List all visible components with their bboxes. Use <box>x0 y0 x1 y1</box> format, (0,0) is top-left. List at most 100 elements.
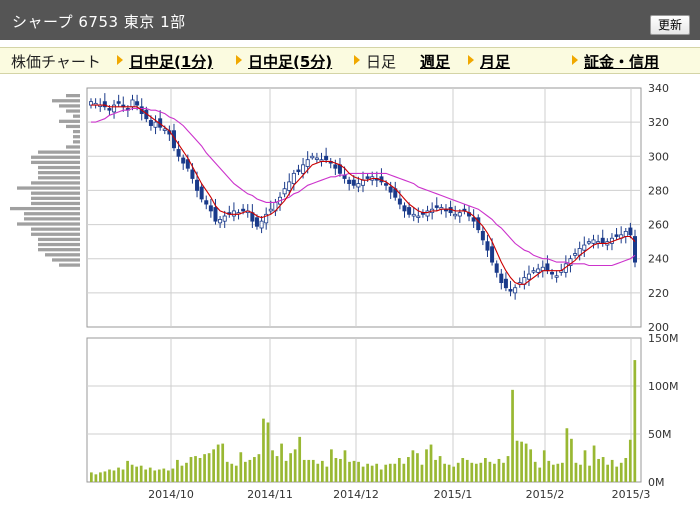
volume-y-tick-label: 150M <box>648 332 679 345</box>
x-axis: 2014/10 2014/11 2014/12 2015/1 2015/2 2015/3 <box>148 488 650 501</box>
volume-profile-bar <box>73 114 80 118</box>
volume-profile-bar <box>66 124 80 129</box>
nav-daily[interactable]: 日足 <box>354 51 396 72</box>
volume-bar <box>194 456 197 482</box>
candle-body <box>365 176 370 179</box>
volume-bar <box>384 464 388 482</box>
candle-body <box>222 215 227 222</box>
volume-bar <box>606 464 610 482</box>
candle-body <box>218 219 223 224</box>
volume-bar <box>112 470 116 482</box>
volume-bar <box>153 470 157 482</box>
volume-bar <box>311 459 315 482</box>
volume-bar <box>592 445 596 482</box>
volume-bar <box>293 449 297 482</box>
candle-body <box>204 200 209 205</box>
volume-bar <box>103 471 107 482</box>
candle-body <box>402 205 407 212</box>
x-tick-label: 2015/2 <box>526 488 565 501</box>
volume-bar <box>357 461 360 482</box>
volume-bar <box>624 458 628 482</box>
volume-bar <box>239 452 243 482</box>
volume-bar <box>257 454 261 482</box>
volume-bar <box>316 463 320 482</box>
nav-weekly[interactable]: 週足 <box>420 53 451 71</box>
candle-body <box>531 270 536 273</box>
nav-intraday-1min[interactable]: 日中足(1分) <box>117 51 213 72</box>
volume-profile-bar <box>66 94 80 98</box>
volume-profile-bar <box>52 258 80 262</box>
volume-bar <box>416 453 419 482</box>
nav-intraday-5min[interactable]: 日中足(5分) <box>236 51 332 72</box>
x-tick-label: 2014/10 <box>148 488 194 501</box>
candle-body <box>231 210 236 217</box>
candle-body <box>112 104 117 113</box>
candle-body <box>586 241 591 244</box>
volume-profile-bar <box>73 135 80 139</box>
refresh-button[interactable]: 更新 <box>650 15 690 35</box>
volume-profile-bar <box>31 160 80 165</box>
volume-bar <box>275 456 279 482</box>
volume-bar <box>361 466 365 482</box>
candle-body <box>411 213 416 217</box>
nav-monthly[interactable]: 月足 <box>468 51 510 72</box>
volume-profile-bar <box>73 129 80 134</box>
price-y-tick-label: 220 <box>648 287 669 300</box>
chart-period-nav: 株価チャート 日中足(1分) 日中足(5分) 日足 週足 月足 証金・信用 <box>0 47 700 74</box>
candle-body <box>471 217 476 222</box>
volume-profile-bar <box>38 248 80 252</box>
volume-bar <box>135 466 139 482</box>
volume-plot-frame <box>86 337 642 483</box>
arrow-right-icon <box>117 55 123 65</box>
candle-body <box>102 101 107 108</box>
volume-bar <box>497 458 501 482</box>
candle-body <box>199 186 204 200</box>
volume-y-tick-label: 0M <box>648 476 665 489</box>
candle-body <box>259 220 264 229</box>
x-tick-label: 2015/3 <box>612 488 651 501</box>
volume-profile-bar <box>52 99 80 103</box>
volume-bar <box>515 440 519 482</box>
volume-bar <box>615 466 619 482</box>
volume-bar <box>588 465 591 482</box>
volume-bar <box>230 463 234 482</box>
volume-bar <box>352 460 356 482</box>
volume-panel: 150M 100M 50M 0M <box>86 332 679 489</box>
volume-bar <box>157 469 161 482</box>
volume-bar <box>94 474 98 482</box>
volume-profile-bar <box>31 196 80 200</box>
volume-profile-bar <box>31 191 80 195</box>
volume-profile-bar <box>31 181 80 185</box>
candle-body <box>291 172 296 185</box>
candle-body <box>190 169 195 179</box>
volume-profile-bar <box>10 206 80 211</box>
volume-bar <box>348 461 351 482</box>
candle-body <box>135 101 140 106</box>
volume-bar <box>601 457 605 482</box>
candle-body <box>582 244 587 251</box>
volume-bar <box>425 449 428 482</box>
volume-bar <box>334 458 338 482</box>
candle-body <box>434 205 439 208</box>
candle-body <box>153 121 158 128</box>
candle-body <box>268 208 273 212</box>
volume-bar <box>411 450 415 482</box>
volume-bar <box>212 449 215 482</box>
x-tick-label: 2014/11 <box>247 488 293 501</box>
price-y-tick-label: 320 <box>648 116 669 129</box>
volume-bar <box>388 463 392 482</box>
volume-bar <box>375 463 379 482</box>
volume-bar <box>452 466 456 482</box>
price-y-tick-label: 300 <box>648 150 669 163</box>
volume-bar <box>108 469 111 482</box>
volume-bar <box>148 467 152 482</box>
volume-bar <box>438 456 442 482</box>
volume-bar <box>144 469 148 482</box>
volume-profile-bar <box>73 140 80 144</box>
candle-body <box>264 213 269 224</box>
price-panel: 340 320 300 280 260 240 220 200 <box>10 82 669 334</box>
candle-body <box>623 230 628 237</box>
nav-margin-credit[interactable]: 証金・信用 <box>572 51 659 72</box>
candle-body <box>130 99 135 108</box>
candle-body <box>162 128 167 131</box>
